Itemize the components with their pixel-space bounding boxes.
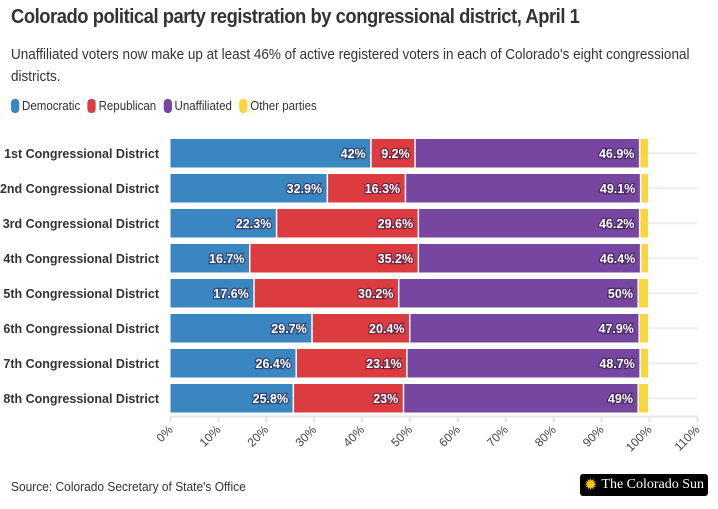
legend-label: Republican — [98, 99, 157, 113]
bar-segment-democratic — [170, 279, 254, 308]
bar-segment-other-parties — [638, 384, 648, 413]
x-tick-label: 90% — [580, 422, 607, 449]
legend-label: Unaffiliated — [174, 99, 232, 113]
bar-segment-republican — [296, 349, 407, 378]
x-tick-label: 40% — [340, 422, 367, 449]
legend-item: Democratic — [11, 99, 80, 113]
data-label: 29.6% — [378, 217, 413, 231]
data-label: 23.1% — [366, 357, 401, 371]
legend-label: Other parties — [250, 99, 317, 113]
legend-item: Unaffiliated — [163, 99, 232, 113]
bar-segment-unaffiliated — [404, 384, 638, 413]
data-label: 22.3% — [236, 217, 271, 231]
bar-segment-unaffiliated — [415, 139, 639, 168]
bar-segment-other-parties — [641, 174, 648, 203]
chart-title: Colorado political party registration by… — [11, 6, 580, 28]
data-label: 9.2% — [381, 147, 410, 161]
data-label: 49% — [608, 392, 633, 406]
category-label: 3rd Congressional District — [3, 217, 160, 231]
x-tick-label: 80% — [532, 422, 559, 449]
bar-segment-republican — [371, 139, 415, 168]
x-tick-label: 60% — [436, 422, 463, 449]
bar-segment-democratic — [170, 209, 276, 238]
bar-segment-republican — [254, 279, 398, 308]
bar-segment-democratic — [170, 314, 312, 343]
bar-segment-unaffiliated — [419, 209, 639, 238]
bar-segment-unaffiliated — [410, 314, 639, 343]
legend-swatch — [11, 99, 20, 113]
data-label: 46.2% — [599, 217, 634, 231]
data-label: 16.7% — [209, 252, 244, 266]
data-label: 49.1% — [600, 182, 635, 196]
logo-text: The Colorado Sun — [601, 477, 705, 492]
bar-segment-democratic — [170, 384, 293, 413]
category-label: 5th Congressional District — [3, 287, 159, 301]
sun-icon: ✹ — [584, 477, 598, 494]
source-note: Source: Colorado Secretary of State's Of… — [11, 479, 246, 494]
category-label: 6th Congressional District — [3, 322, 159, 336]
data-label: 42% — [341, 147, 366, 161]
x-tick-label: 100% — [623, 422, 655, 454]
bar-chart: 0% 10% 20% 30% 40% 50% 60% 70% 80% 90% 100% 110% 1st… — [0, 139, 703, 454]
category-label: 1st Congressional District — [4, 147, 160, 161]
bar-segment-republican — [294, 384, 403, 413]
bar-segment-other-parties — [640, 139, 648, 168]
data-label: 50% — [608, 287, 633, 301]
bar-segment-other-parties — [639, 314, 648, 343]
data-label: 20.4% — [369, 322, 404, 336]
data-label: 46.4% — [600, 252, 635, 266]
bar-segment-democratic — [170, 139, 371, 168]
data-label: 26.4% — [256, 357, 291, 371]
legend-swatch — [239, 99, 248, 113]
data-label: 29.7% — [271, 322, 306, 336]
bar-segment-republican — [250, 244, 418, 273]
bar-segment-democratic — [170, 174, 327, 203]
bar-segment-other-parties — [641, 244, 648, 273]
x-tick-label: 70% — [484, 422, 511, 449]
data-label: 17.6% — [213, 287, 248, 301]
x-tick-label: 20% — [245, 422, 272, 449]
x-tick-label: 10% — [197, 422, 224, 449]
data-label: 46.9% — [599, 147, 634, 161]
data-label: 32.9% — [287, 182, 322, 196]
data-label: 30.2% — [358, 287, 393, 301]
data-label: 48.7% — [599, 357, 634, 371]
bar-segment-democratic — [170, 349, 296, 378]
category-label: 8th Congressional District — [3, 392, 159, 406]
bar-segment-unaffiliated — [407, 349, 640, 378]
category-label: 7th Congressional District — [3, 357, 159, 371]
category-label: 2nd Congressional District — [0, 182, 160, 196]
category-label: 4th Congressional District — [3, 252, 159, 266]
bar-segment-other-parties — [640, 349, 648, 378]
x-tick-label: 0% — [153, 422, 175, 444]
data-label: 16.3% — [365, 182, 400, 196]
data-label: 23% — [373, 392, 398, 406]
bar-segment-republican — [277, 209, 418, 238]
legend-item: Other parties — [239, 99, 317, 113]
data-label: 35.2% — [378, 252, 413, 266]
bar-segment-republican — [312, 314, 409, 343]
legend-swatch — [163, 99, 172, 113]
x-tick-label: 50% — [388, 422, 415, 449]
bar-segment-other-parties — [640, 209, 648, 238]
bar-segment-democratic — [170, 244, 249, 273]
chart-subtitle: Unaffiliated voters now make up at least… — [11, 46, 690, 85]
legend-swatch — [87, 99, 96, 113]
legend-label: Democratic — [22, 99, 81, 113]
colorado-sun-logo: ✹ The Colorado Sun — [580, 474, 708, 496]
x-tick-label: 110% — [672, 422, 703, 453]
data-label: 47.9% — [598, 322, 633, 336]
bar-segment-unaffiliated — [419, 244, 640, 273]
bar-segment-unaffiliated — [406, 174, 640, 203]
bar-segment-republican — [328, 174, 405, 203]
legend: Democratic Republican Unaffiliated Other pa… — [11, 99, 317, 113]
bar-segment-other-parties — [638, 279, 648, 308]
x-tick-label: 30% — [292, 422, 319, 449]
legend-item: Republican — [87, 99, 157, 113]
bar-segment-unaffiliated — [399, 279, 638, 308]
data-label: 25.8% — [253, 392, 288, 406]
